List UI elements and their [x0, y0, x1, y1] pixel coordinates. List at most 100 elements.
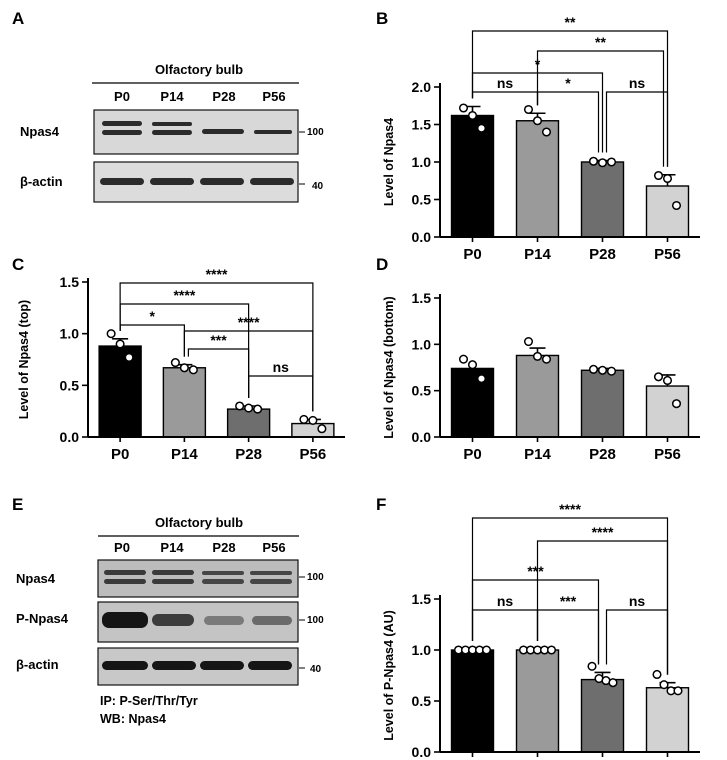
- significance-label: ns: [273, 359, 290, 375]
- data-point: [541, 354, 552, 364]
- blot-e-actin-mw: 40: [310, 664, 322, 675]
- panel-label-e: E: [12, 495, 23, 514]
- blot-e-actin-bands: [102, 661, 292, 670]
- blot-e-p-npas4-bands: [102, 612, 292, 628]
- significance-label: ***: [527, 563, 544, 579]
- significance-label: ***: [210, 332, 227, 348]
- y-tick-label: 0.0: [60, 429, 80, 445]
- x-tick-label: P0: [463, 446, 481, 463]
- panel-label-b: B: [376, 9, 388, 28]
- data-point: [188, 365, 198, 375]
- data-point: [662, 173, 673, 184]
- bar-p0: [450, 114, 495, 238]
- data-point: [523, 337, 534, 347]
- significance-label: ****: [592, 524, 614, 540]
- y-axis-label: Level of P-Npas4 (AU): [382, 610, 396, 741]
- bar-p14: [515, 120, 560, 238]
- x-tick-label: P0: [111, 446, 129, 463]
- bar-p14: [515, 649, 560, 753]
- band: [252, 616, 292, 625]
- y-axis-label: Level of Npas4 (bottom): [382, 296, 396, 438]
- band: [250, 178, 294, 185]
- data-point: [587, 661, 597, 671]
- y-tick-label: 1.0: [412, 336, 432, 352]
- band: [250, 579, 292, 584]
- significance-label: ns: [629, 75, 646, 91]
- y-tick-label: 0.5: [412, 693, 432, 709]
- data-point: [481, 645, 492, 655]
- blot-e-lane-p56: P56: [262, 540, 285, 555]
- y-tick-label: 0.0: [412, 429, 432, 445]
- significance-label: ns: [497, 593, 514, 609]
- data-point: [662, 375, 673, 386]
- panel-label-a: A: [12, 9, 24, 28]
- data-point: [597, 365, 608, 375]
- significance-label: *: [150, 308, 156, 324]
- panel-label-c: C: [12, 255, 24, 274]
- band: [102, 612, 148, 628]
- band: [200, 661, 244, 670]
- band: [104, 570, 146, 575]
- blot-a-lane-p28: P28: [212, 89, 235, 104]
- data-point: [588, 156, 599, 166]
- data-point: [317, 424, 327, 434]
- band: [102, 121, 142, 126]
- data-point: [467, 360, 478, 370]
- blot-a-actin-mw: 40: [312, 181, 324, 192]
- data-point: [608, 678, 618, 688]
- y-tick-label: 2.0: [412, 79, 432, 95]
- data-point: [532, 116, 543, 126]
- blot-a-lane-p56: P56: [262, 89, 285, 104]
- y-tick-label: 1.0: [60, 326, 80, 342]
- significance-bracket: [119, 324, 185, 357]
- significance-bracket: [471, 72, 604, 153]
- bar-p14: [162, 367, 207, 438]
- data-point: [299, 414, 309, 424]
- significance-bracket: [536, 50, 665, 167]
- blot-a-title: Olfactory bulb: [155, 62, 243, 77]
- band: [200, 178, 244, 185]
- data-point: [653, 170, 664, 181]
- data-point: [673, 686, 683, 696]
- significance-label: **: [565, 14, 576, 30]
- blot-a-npas4-mw: 100: [307, 127, 324, 138]
- blot-a-row-actin: β-actin: [20, 174, 63, 189]
- band: [152, 570, 194, 575]
- significance-label: *: [565, 75, 571, 91]
- y-axis-label: Level of Npas4 (top): [17, 300, 31, 419]
- band: [202, 129, 244, 134]
- chart-d-npas4-bottom: 0.0 0.5 1.0 1.5 P0 P14 P28 P56 Level of Npas4 (b…: [382, 290, 700, 463]
- significance-label: ****: [559, 501, 581, 517]
- significance-label: ****: [238, 314, 260, 330]
- panel-label-d: D: [376, 255, 388, 274]
- band: [152, 122, 192, 126]
- significance-bracket: [187, 348, 250, 398]
- data-point: [458, 354, 469, 364]
- data-point: [124, 352, 134, 362]
- band: [150, 178, 194, 185]
- data-point: [523, 104, 534, 115]
- data-point: [597, 158, 608, 168]
- blot-e-npas4-membrane: [97, 559, 299, 598]
- data-point: [467, 110, 478, 121]
- chart-c-npas4-top: 0.0 0.5 1.0 1.5 P0 P14 P28 P56 Level of Npas4 (t…: [17, 266, 345, 463]
- data-point: [606, 157, 617, 167]
- bar-p28: [580, 161, 625, 238]
- significance-bracket: [471, 609, 539, 641]
- bar-p56: [645, 687, 690, 753]
- band: [204, 616, 244, 625]
- x-tick-label: P56: [300, 446, 327, 463]
- blot-e-wb-note: WB: Npas4: [100, 712, 166, 726]
- y-axis-label: Level of Npas4: [382, 118, 396, 206]
- bar-p0: [450, 649, 495, 753]
- data-point: [253, 404, 263, 414]
- band: [152, 130, 192, 135]
- x-tick-label: P28: [589, 246, 616, 263]
- bar-p56: [645, 185, 690, 238]
- data-point: [106, 329, 116, 339]
- significance-label: **: [595, 34, 606, 50]
- blot-e-lane-p28: P28: [212, 540, 235, 555]
- panel-label-f: F: [376, 495, 386, 514]
